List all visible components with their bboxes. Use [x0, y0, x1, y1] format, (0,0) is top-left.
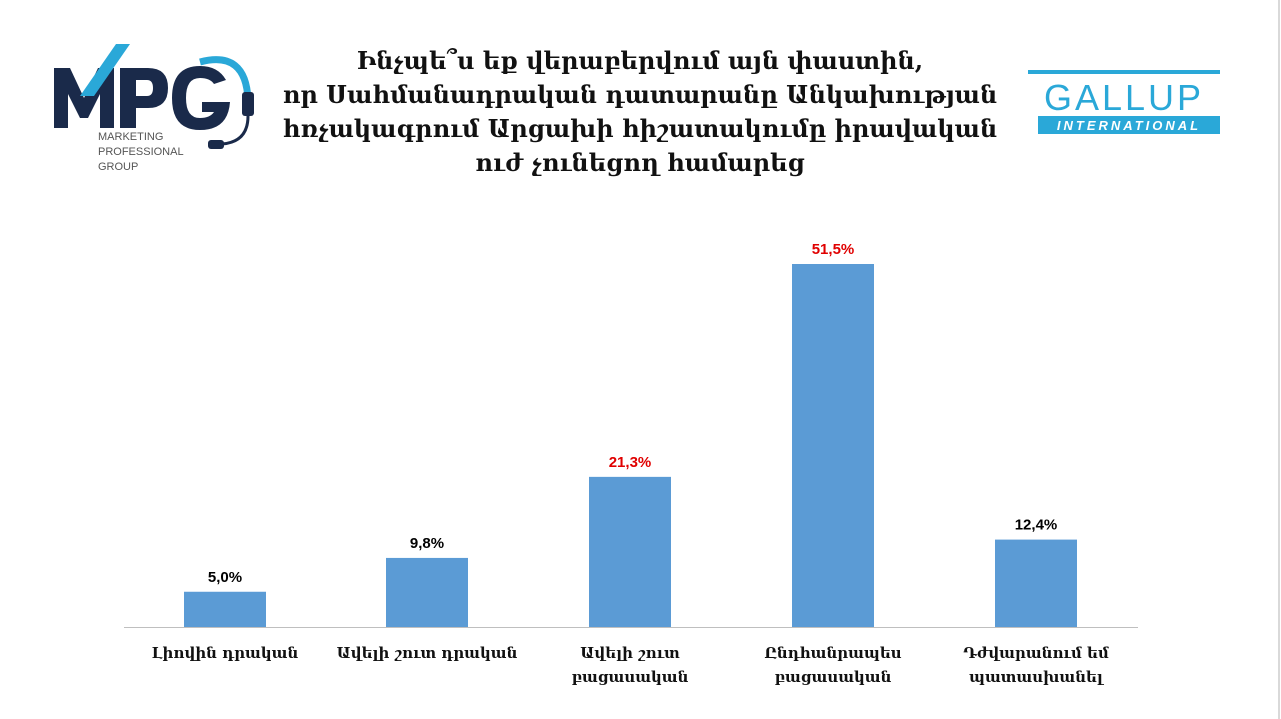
category-label-3-line-1: Ավելի շուտ	[580, 644, 680, 662]
mpg-line-3: GROUP	[98, 161, 138, 173]
gallup-name: GALLUP	[1044, 77, 1204, 118]
bar-4	[792, 264, 874, 627]
value-label-5: 12,4%	[1015, 517, 1058, 534]
value-label-4: 51,5%	[812, 241, 855, 258]
value-label-2: 9,8%	[410, 535, 444, 552]
title-line-4: ուժ չունեցող համարեց	[475, 148, 805, 177]
bar-5	[995, 539, 1077, 627]
gallup-sub: INTERNATIONAL	[1057, 118, 1201, 133]
title-line-2: որ Սահմանադրական դատարանը Անկախության	[282, 80, 998, 109]
gallup-logo: GALLUP INTERNATIONAL	[1026, 70, 1222, 138]
value-label-1: 5,0%	[208, 569, 242, 586]
title-line-3: հռչակագրում Արցախի հիշատակումը իրավական	[282, 114, 998, 143]
title-line-1: Ինչպե՞ս եք վերաբերվում այն փաստին,	[356, 46, 924, 75]
category-label-5-line-2: պատասխանել	[969, 668, 1105, 686]
category-label-5-line-1: Դժվարանում եմ	[963, 644, 1109, 662]
chart-title: Ինչպե՞ս եք վերաբերվում այն փաստին, որ Սա…	[270, 44, 1010, 180]
mpg-line-1: MARKETING	[98, 131, 163, 143]
category-label-3-line-2: բացասական	[572, 668, 689, 686]
value-label-3: 21,3%	[609, 454, 652, 471]
category-label-1-line-1: Լիովին դրական	[152, 644, 299, 662]
bar-2	[386, 557, 468, 627]
bar-3	[589, 476, 671, 627]
bar-1	[184, 591, 266, 627]
mpg-logo: MARKETING PROFESSIONAL GROUP	[50, 40, 260, 175]
slide-edge-line	[1278, 0, 1280, 719]
category-label-4-line-2: բացասական	[775, 668, 892, 686]
category-label-2-line-1: Ավելի շուտ դրական	[337, 644, 518, 662]
mpg-line-2: PROFESSIONAL	[98, 146, 184, 158]
category-label-4-line-1: Ընդհանրապես	[764, 644, 901, 662]
